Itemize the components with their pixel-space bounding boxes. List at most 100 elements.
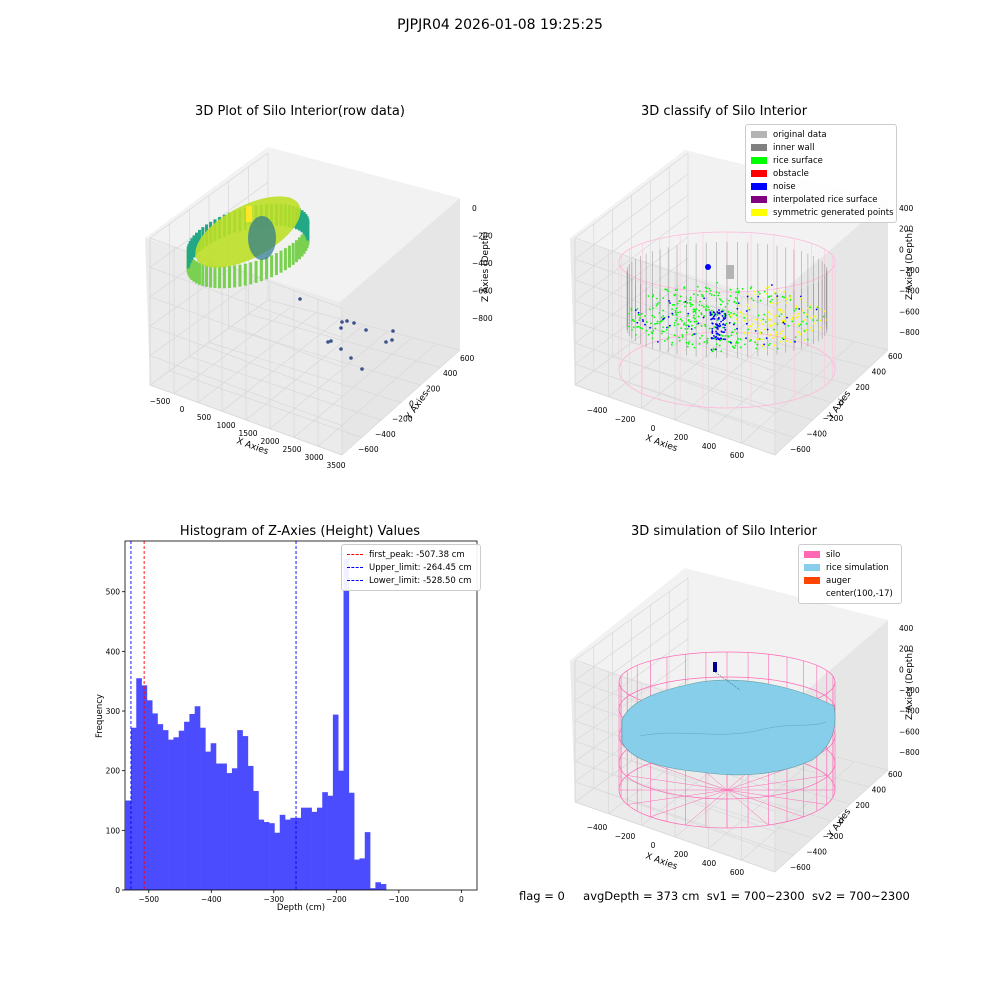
classified-point [791,320,794,323]
noise-point [715,335,718,338]
legend-line [347,554,363,555]
plot2-3d-classify: −400−2000200400600−600−400−2000200400600… [570,150,920,460]
classified-point [761,323,764,326]
classified-point [785,298,788,300]
noise-point [713,311,716,314]
classified-point [810,309,813,311]
classified-point [798,325,801,327]
classified-point [759,332,762,335]
classified-point [790,295,792,297]
classified-point [739,346,742,349]
classified-point [647,333,650,336]
classified-point [675,313,678,316]
tick-label: 200 [426,384,441,393]
legend-item-noise: noise [751,180,891,193]
classified-point [752,305,755,308]
classified-point [783,296,786,299]
histogram-bar [380,884,387,890]
classified-point [779,332,782,335]
classified-point [808,304,811,307]
histogram-bar [146,700,153,890]
classified-point [678,336,681,339]
tick-label: −400 [587,823,608,832]
classified-point [711,350,714,353]
classified-point [677,323,679,326]
classified-point [794,340,796,343]
classified-point [743,319,746,322]
plot1-zlabel: Z Axies (Depth) [481,231,491,302]
classified-point [819,319,822,322]
tick-label: −800 [472,314,493,323]
noise-point [717,325,720,328]
classified-point [699,300,701,303]
noise-point [724,328,727,331]
classified-point [628,325,630,328]
noise-point [723,318,726,320]
classified-point [701,304,703,307]
noise-point [718,309,720,311]
tick-label: 400 [443,369,458,378]
classified-point [770,295,773,297]
classified-point [775,314,778,317]
plot2-zlabel: Z Axies (Depth) [905,229,915,300]
classified-point [716,313,719,316]
classified-point [767,286,770,289]
noise-point [721,310,724,313]
classified-point [764,315,767,318]
classified-point [824,319,827,321]
outlier-point [384,340,388,344]
classified-point [693,333,696,336]
original-data-cluster [726,265,734,279]
classified-point [687,342,690,345]
classified-point [803,319,806,322]
classified-point [640,312,643,315]
histogram-bar [306,807,312,890]
y-tick-label: 0 [115,886,120,895]
classified-point [757,338,760,341]
noise-point [722,338,725,341]
noise-point [718,334,721,337]
histogram-bar [354,859,360,890]
classified-point [658,312,661,314]
outlier-point [352,321,356,325]
classified-point [715,291,718,294]
classified-point [763,328,766,331]
classified-point [746,325,749,328]
tick-label: −600 [899,727,920,736]
classified-point [676,289,679,291]
classified-point [750,338,752,341]
classified-point [781,330,783,333]
plot4-title: 3D simulation of Silo Interior [631,524,817,539]
legend-label: rice simulation [826,562,889,573]
classified-point [659,320,662,323]
noise-point [717,337,719,339]
tick-label: −500 [150,397,171,406]
tick-label: 1000 [216,421,235,430]
classified-point [665,288,668,291]
legend-line [347,567,363,568]
classified-point [783,322,786,325]
tick-label: 0 [409,400,414,409]
classified-point [733,312,736,315]
noise-point [711,330,714,332]
noise-point [709,314,712,316]
classified-point [737,342,739,344]
classified-point [747,307,749,310]
classified-point [735,340,738,343]
classified-point [667,316,670,318]
classified-point [666,338,669,341]
classified-point [773,322,776,325]
classified-point [720,350,723,353]
classified-point [799,333,802,335]
classified-point [765,292,768,295]
classified-point [772,336,774,339]
classified-point [671,304,674,306]
classified-point [693,310,695,313]
legend-label: center(100,-17) [826,588,893,599]
classified-point [815,305,817,308]
classified-point [746,293,749,296]
classified-point [632,318,635,321]
classified-point [763,290,766,293]
classified-point [664,340,666,342]
classified-point [698,309,701,312]
